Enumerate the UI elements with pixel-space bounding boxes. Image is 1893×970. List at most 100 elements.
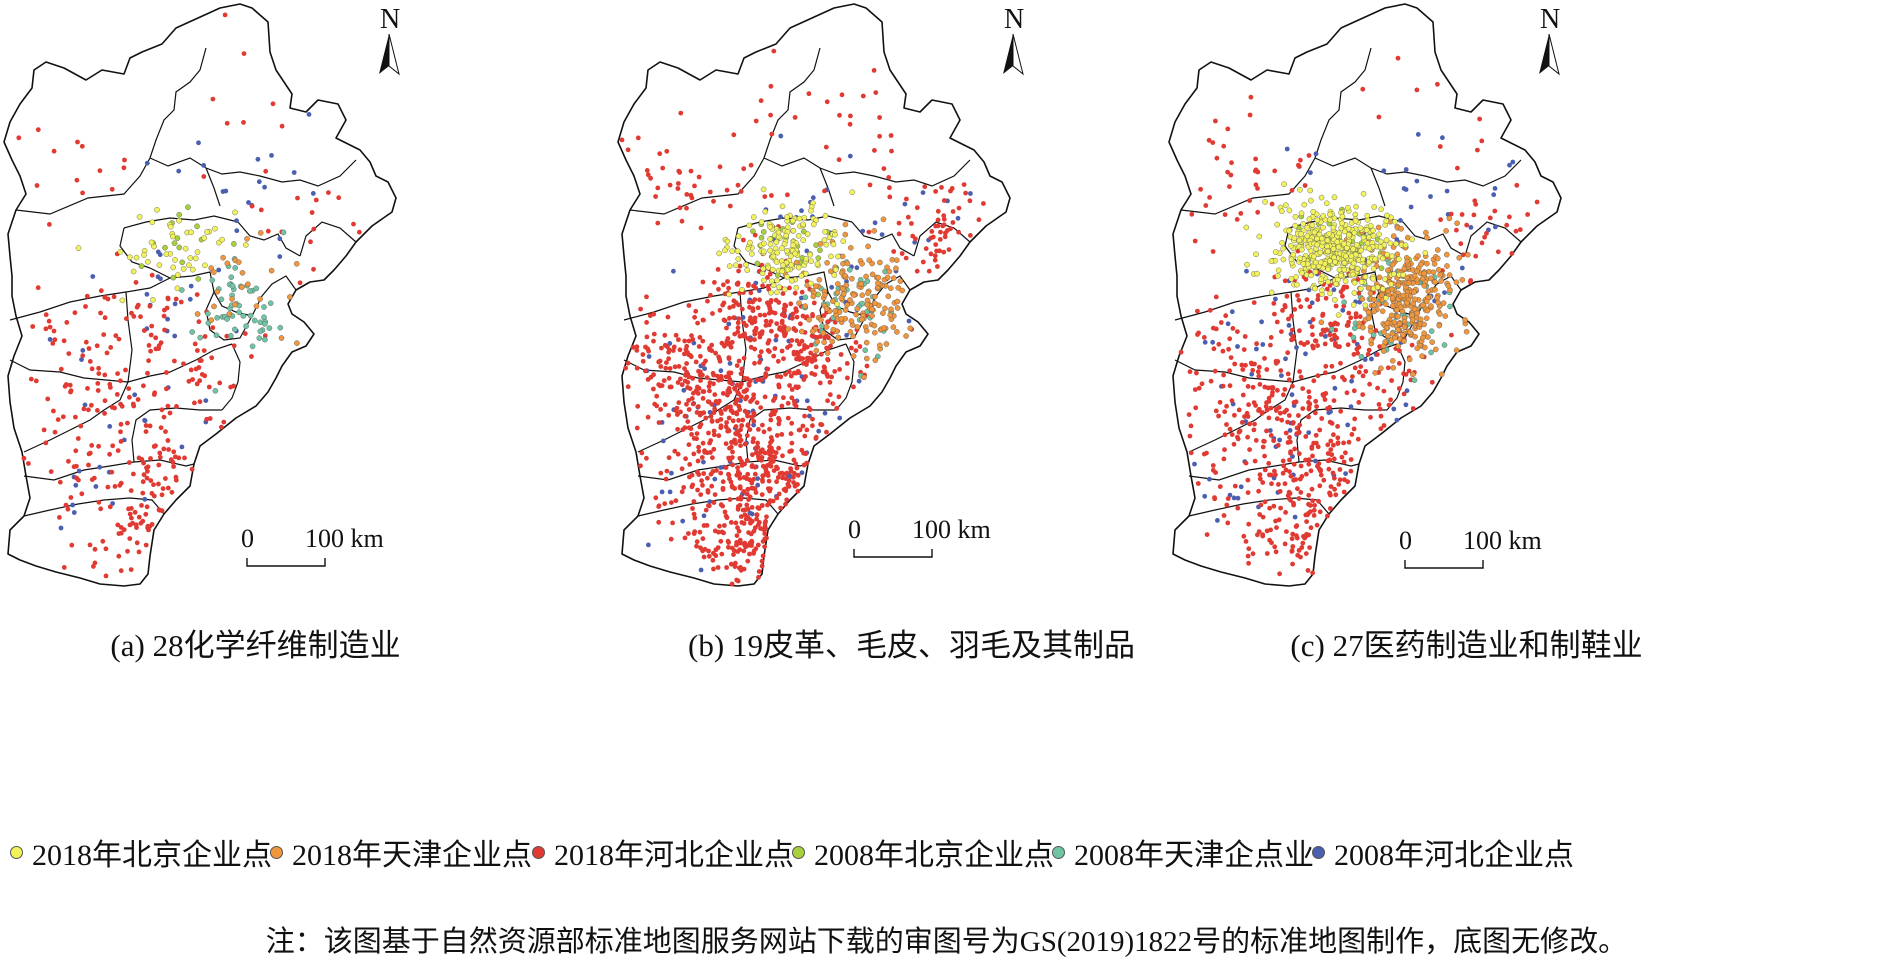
enterprise-point-hb2018: [635, 135, 641, 141]
enterprise-point-hb2018: [1277, 489, 1283, 494]
enterprise-point-hb2018: [725, 428, 731, 434]
enterprise-point-hb2018: [760, 422, 765, 428]
enterprise-point-hb2018: [736, 403, 742, 409]
enterprise-point-hb2018: [21, 455, 27, 461]
enterprise-point-hb2018: [1328, 321, 1333, 327]
enterprise-point-tj2018: [1395, 343, 1402, 350]
enterprise-point-bj2018: [722, 247, 728, 254]
enterprise-point-hb2018: [1459, 212, 1465, 217]
enterprise-point-bj2018: [149, 219, 156, 225]
enterprise-point-tj2018: [211, 269, 217, 275]
enterprise-point-hb2018: [752, 232, 758, 238]
enterprise-point-hb2018: [739, 306, 745, 312]
enterprise-point-hb2018: [1341, 440, 1346, 446]
enterprise-point-tj2008: [802, 294, 809, 301]
enterprise-point-hb2018: [76, 477, 81, 483]
enterprise-point-hb2018: [765, 366, 771, 372]
enterprise-point-hb2018: [744, 502, 750, 508]
enterprise-point-tj2018: [840, 291, 847, 297]
enterprise-point-hb2018: [735, 465, 740, 471]
enterprise-point-hb2018: [772, 346, 778, 351]
enterprise-point-hb2018: [775, 466, 780, 471]
enterprise-point-hb2018: [748, 520, 753, 526]
enterprise-point-tj2018: [893, 265, 899, 272]
enterprise-point-tj2018: [847, 328, 854, 335]
enterprise-point-bj2018: [1288, 243, 1294, 249]
enterprise-point-tj2018: [1424, 307, 1431, 314]
enterprise-point-tj2018: [824, 350, 831, 356]
enterprise-point-bj2018: [1370, 227, 1376, 234]
enterprise-point-hb2008: [1332, 385, 1338, 391]
enterprise-point-bj2018: [1244, 261, 1250, 268]
enterprise-point-hb2018: [1263, 404, 1269, 409]
enterprise-point-hb2018: [1323, 295, 1329, 301]
enterprise-point-tj2018: [1459, 277, 1466, 283]
enterprise-point-hb2018: [694, 543, 699, 549]
enterprise-point-hb2018: [755, 444, 761, 450]
enterprise-point-hb2018: [156, 343, 162, 348]
enterprise-point-tj2018: [1434, 295, 1441, 301]
enterprise-point-tj2018: [802, 303, 808, 309]
enterprise-point-tj2018: [226, 311, 232, 317]
enterprise-point-hb2018: [1295, 486, 1300, 492]
enterprise-point-hb2018: [128, 488, 134, 493]
enterprise-point-bj2018: [167, 223, 174, 230]
enterprise-point-hb2018: [706, 503, 711, 508]
enterprise-point-tj2008: [213, 332, 220, 339]
enterprise-point-hb2018: [96, 365, 101, 371]
enterprise-point-hb2018: [1296, 297, 1302, 303]
enterprise-point-hb2018: [1256, 488, 1261, 494]
enterprise-point-tj2008: [236, 309, 242, 316]
enterprise-point-bj2018: [1371, 204, 1377, 210]
district-boundary: [745, 407, 836, 463]
enterprise-point-hb2018: [871, 68, 877, 73]
enterprise-point-bj2018: [1422, 249, 1429, 256]
enterprise-point-hb2018: [792, 290, 798, 296]
district-boundary: [763, 157, 971, 187]
enterprise-point-hb2008: [854, 265, 860, 271]
enterprise-point-hb2018: [747, 551, 752, 557]
enterprise-point-hb2018: [1396, 361, 1402, 366]
enterprise-point-hb2018: [67, 382, 73, 388]
enterprise-point-hb2018: [1314, 404, 1319, 409]
enterprise-point-bj2018: [202, 262, 208, 269]
enterprise-point-tj2018: [903, 333, 909, 339]
enterprise-point-bj2018: [1279, 208, 1285, 214]
enterprise-point-hb2008: [799, 295, 804, 301]
enterprise-point-hb2018: [86, 462, 91, 468]
enterprise-point-tj2008: [218, 296, 225, 303]
enterprise-point-hb2018: [60, 414, 66, 420]
enterprise-point-hb2018: [1328, 506, 1333, 511]
enterprise-point-tj2018: [899, 287, 906, 294]
enterprise-point-hb2018: [1217, 399, 1223, 405]
district-boundary: [23, 381, 129, 453]
enterprise-point-hb2018: [956, 229, 961, 235]
enterprise-point-tj2018: [1389, 295, 1396, 302]
enterprise-point-tj2018: [793, 259, 800, 266]
enterprise-point-hb2018: [727, 497, 733, 502]
enterprise-point-hb2018: [670, 520, 675, 526]
enterprise-point-tj2018: [886, 268, 893, 275]
enterprise-point-hb2018: [128, 567, 134, 572]
enterprise-point-hb2018: [125, 420, 130, 426]
enterprise-point-bj2018: [182, 245, 189, 252]
enterprise-point-hb2018: [824, 333, 830, 339]
enterprise-point-tj2018: [239, 269, 246, 276]
enterprise-point-hb2018: [711, 500, 717, 505]
enterprise-point-bj2018: [1275, 273, 1281, 279]
enterprise-point-hb2018: [759, 503, 765, 508]
enterprise-point-hb2018: [811, 353, 816, 358]
enterprise-point-hb2018: [1388, 397, 1393, 403]
enterprise-point-tj2018: [224, 260, 231, 267]
enterprise-point-hb2018: [749, 414, 755, 420]
enterprise-point-hb2018: [776, 384, 782, 390]
enterprise-point-hb2018: [118, 480, 124, 486]
enterprise-point-hb2018: [785, 415, 791, 421]
enterprise-point-hb2018: [741, 355, 747, 361]
enterprise-point-tj2018: [829, 338, 836, 345]
enterprise-point-hb2018: [753, 118, 759, 124]
enterprise-point-hb2018: [1375, 385, 1380, 391]
enterprise-point-hb2018: [1363, 369, 1369, 374]
enterprise-point-tj2018: [257, 296, 263, 302]
enterprise-point-hb2008: [172, 333, 178, 339]
